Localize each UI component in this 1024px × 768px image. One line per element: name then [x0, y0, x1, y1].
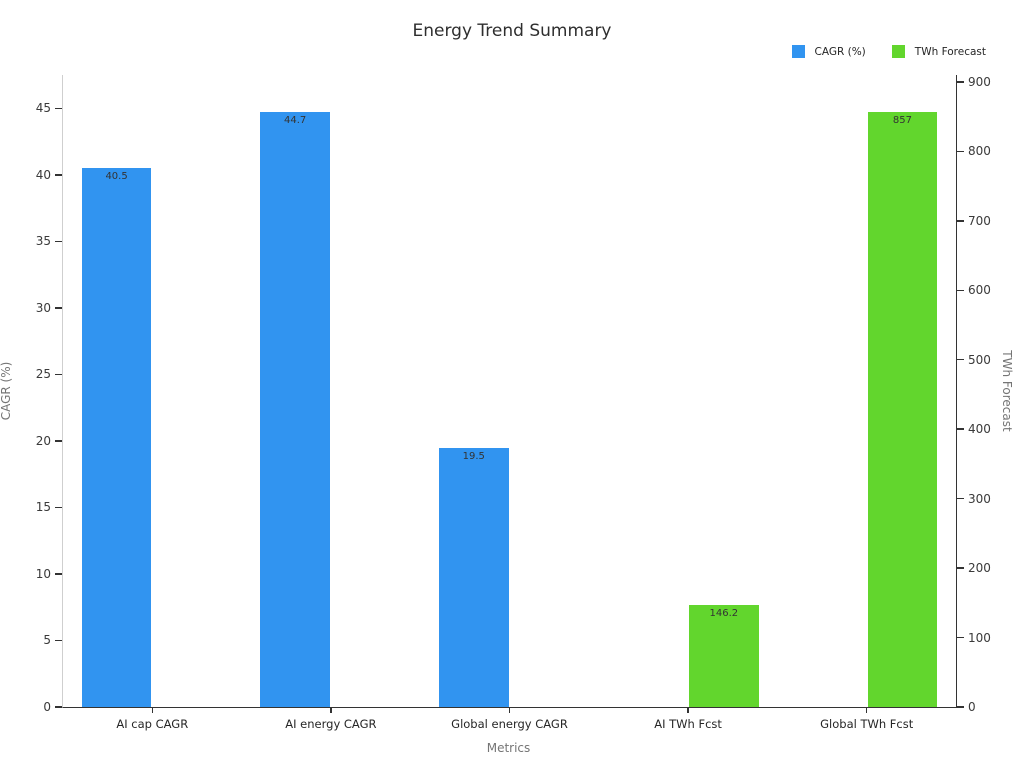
- right-y-tick: [957, 497, 964, 500]
- left-y-axis-title: CAGR (%): [0, 361, 13, 421]
- left-y-tick: [55, 373, 62, 376]
- bar-value-label: 44.7: [284, 115, 307, 127]
- left-y-tick-label: 30: [35, 300, 51, 315]
- legend-swatch-blue: [791, 45, 805, 58]
- chart-title: Energy Trend Summary: [412, 21, 612, 41]
- left-y-tick-label: 40: [35, 167, 51, 182]
- right-y-tick-label: 400: [968, 422, 991, 437]
- bar-ai-twh-fcst: [688, 605, 759, 707]
- left-y-tick-label: 20: [35, 433, 51, 448]
- bar-global-twh-fcst: [867, 111, 938, 707]
- bar-ai-energy-cagr: [260, 112, 330, 707]
- right-y-tick: [957, 358, 964, 361]
- plot-area: 0 5 10 15 20 25 30 35 40 45 0 100 200 300 400 500 600 700…: [36, 75, 991, 731]
- bar-value-label: 857: [892, 114, 912, 126]
- right-y-tick-label: 100: [968, 630, 991, 645]
- left-y-tick-label: 35: [35, 234, 51, 249]
- legend-swatch-green: [891, 45, 905, 58]
- bar-ai-cap-cagr: [81, 168, 152, 707]
- legend: CAGR (%) TWh Forecast: [791, 45, 986, 58]
- x-category-label: AI energy CAGR: [285, 717, 377, 731]
- right-y-tick-label: 800: [968, 144, 991, 159]
- left-y-tick-label: 10: [35, 566, 51, 581]
- right-y-tick-label: 900: [968, 74, 991, 89]
- legend-item-1: TWh Forecast: [891, 45, 986, 58]
- x-tick: [508, 707, 511, 713]
- x-tick: [865, 707, 868, 713]
- right-y-tick-label: 200: [968, 561, 991, 576]
- left-y-tick-label: 0: [43, 700, 51, 714]
- left-y-tick-label: 45: [35, 101, 51, 116]
- bar-value-label: 146.2: [709, 608, 739, 620]
- right-y-tick-label: 700: [968, 213, 991, 228]
- bar-value-label: 40.5: [105, 171, 128, 183]
- left-y-tick: [55, 307, 62, 309]
- x-tick: [330, 707, 332, 713]
- left-y-tick-label: 25: [35, 367, 51, 382]
- right-y-tick: [957, 567, 964, 569]
- x-category-label: AI cap CAGR: [116, 717, 189, 731]
- legend-item-label: TWh Forecast: [914, 45, 986, 58]
- left-y-tick-label: 15: [35, 500, 51, 515]
- right-y-tick: [957, 220, 964, 222]
- x-axis-title: Metrics: [486, 741, 531, 755]
- right-y-tick-label: 300: [968, 491, 991, 506]
- left-y-tick: [55, 107, 62, 109]
- right-y-tick-label: 0: [968, 700, 976, 714]
- x-category-label: Global energy CAGR: [451, 717, 568, 731]
- x-tick: [151, 707, 154, 713]
- left-y-tick-label: 5: [43, 633, 51, 648]
- left-y-tick: [55, 440, 62, 442]
- right-y-tick-label: 500: [968, 352, 991, 367]
- x-tick: [687, 707, 689, 713]
- bar-global-energy-cagr: [438, 447, 509, 707]
- right-y-axis-title: TWh Forecast: [1000, 350, 1014, 432]
- right-y-tick: [957, 289, 964, 292]
- right-y-tick: [957, 150, 964, 153]
- right-y-tick: [957, 81, 964, 83]
- left-y-tick: [55, 174, 62, 176]
- legend-item-0: CAGR (%): [791, 45, 866, 58]
- right-y-tick: [957, 636, 964, 639]
- left-y-tick: [55, 506, 62, 509]
- left-y-tick: [55, 639, 62, 642]
- left-y-tick: [55, 240, 62, 243]
- right-y-tick: [957, 428, 964, 430]
- right-y-tick-label: 600: [968, 283, 991, 298]
- x-category-label: AI TWh Fcst: [654, 717, 722, 731]
- right-y-tick: [957, 706, 964, 708]
- left-y-tick: [55, 706, 62, 708]
- legend-item-label: CAGR (%): [814, 45, 866, 58]
- x-category-label: Global TWh Fcst: [820, 717, 914, 731]
- left-y-tick: [55, 573, 62, 575]
- bar-value-label: 19.5: [462, 450, 485, 462]
